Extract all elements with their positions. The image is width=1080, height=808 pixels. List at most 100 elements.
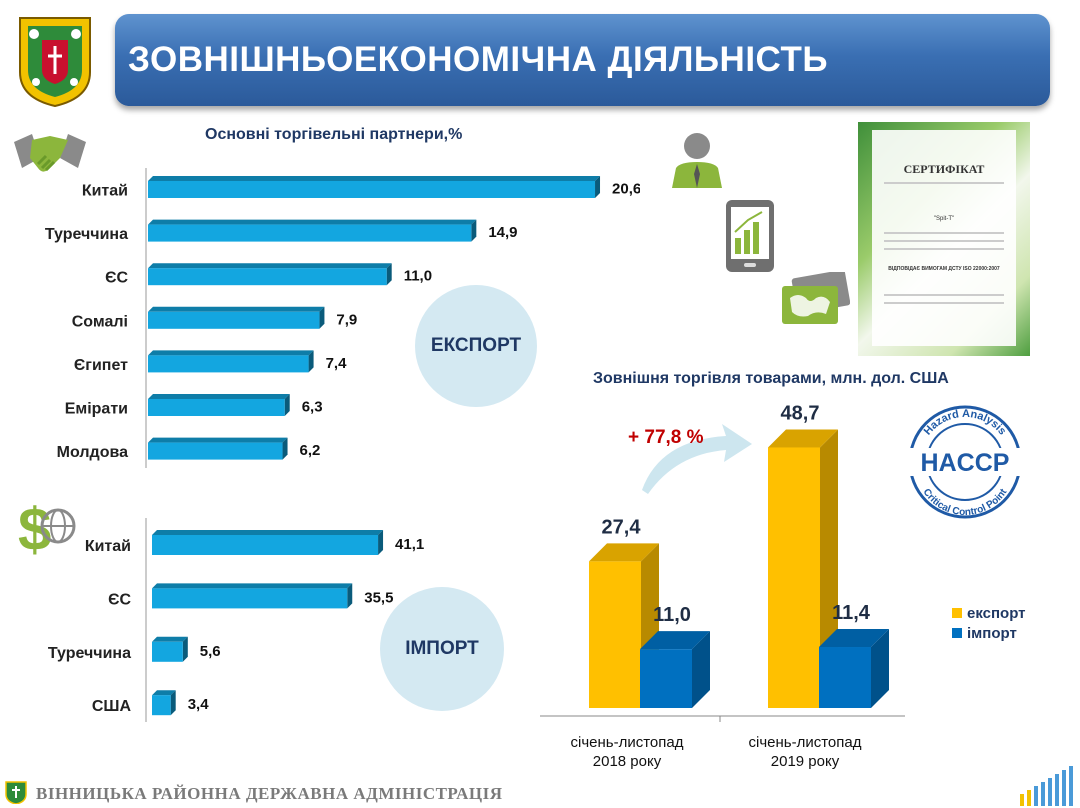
bar	[589, 561, 641, 708]
certificate-standard: ВІДПОВІДАЄ ВИМОГАМ ДСТУ ISO 22000:2007	[888, 266, 1000, 272]
legend-label-export: експорт	[967, 604, 1026, 622]
bar-top	[768, 429, 838, 448]
certificate-image: СЕРТИФІКАТ "Spit-T" ВІДПОВІДАЄ ВИМОГАМ Д…	[858, 122, 1030, 356]
category-label: Молдова	[57, 444, 128, 461]
period-label-2019: січень-листопад 2019 року	[725, 733, 885, 771]
trade-bar-chart: 27,4 48,7 11,0 11,4	[540, 402, 905, 722]
bar-top	[148, 350, 314, 356]
import-badge: ІМПОРТ	[380, 587, 504, 711]
footer-text: ВІННИЦЬКА РАЙОННА ДЕРЖАВНА АДМІНІСТРАЦІЯ	[36, 784, 503, 803]
bar-side	[378, 530, 384, 555]
category-label: ЄС	[105, 270, 128, 287]
category-label: Емірати	[65, 401, 128, 418]
certificate-company: "Spit-T"	[933, 216, 955, 222]
haccp-logo: Hazard Analysis Critical Control Point H…	[906, 405, 1024, 519]
bar	[819, 647, 871, 708]
value-label: 35,5	[364, 589, 393, 606]
bar-top	[152, 583, 353, 589]
period-label-line: січень-листопад	[570, 734, 684, 751]
bar-side	[386, 263, 392, 286]
crest-icon	[19, 17, 91, 108]
bar	[148, 355, 309, 373]
bar	[148, 181, 596, 198]
bar	[640, 649, 692, 708]
certificate-line	[884, 294, 1004, 296]
bar	[152, 641, 183, 662]
period-label-line: січень-листопад	[748, 734, 862, 751]
bar	[152, 535, 379, 555]
category-label: Китай	[85, 538, 131, 555]
value-label: 11,0	[653, 604, 691, 626]
bar	[148, 399, 285, 416]
bar-side	[182, 636, 188, 662]
handshake-icon	[14, 134, 86, 172]
certificate-line	[884, 248, 1004, 250]
dollar-globe-icon: $	[18, 498, 76, 560]
bar-top	[589, 543, 659, 562]
value-label: 3,4	[188, 696, 210, 713]
certificate-line	[884, 302, 1004, 304]
bar	[148, 442, 283, 460]
value-label: 20,6	[612, 181, 640, 198]
bar-top	[152, 530, 384, 535]
bar-top	[148, 176, 601, 181]
bar-top	[148, 219, 477, 225]
bar-side	[595, 176, 601, 198]
legend-item-export: експорт	[952, 603, 1026, 623]
category-label: Єгипет	[74, 357, 128, 374]
bar-top	[148, 437, 288, 443]
bar-side	[282, 437, 288, 460]
category-label: Китай	[82, 183, 128, 200]
legend-swatch-import	[952, 628, 962, 638]
page-title: ЗОВНІШНЬОЕКОНОМІЧНА ДІЯЛЬНІСТЬ	[128, 40, 828, 79]
category-label: США	[92, 698, 132, 715]
bar-top	[152, 690, 176, 696]
bar-side	[471, 219, 477, 242]
period-label-line: 2018 року	[592, 753, 662, 770]
bar	[768, 447, 820, 708]
category-label: Туреччина	[48, 645, 131, 662]
legend-swatch-export	[952, 608, 962, 618]
bar	[148, 268, 387, 286]
bar-side	[284, 394, 290, 416]
value-label: 7,4	[326, 355, 348, 372]
bar-top	[148, 263, 392, 269]
value-label: 5,6	[200, 643, 221, 660]
import-bar-chart: Китай 41,1 ЄС 35,5 Туреччина 5,6 США 3,4	[48, 518, 424, 722]
bar-top	[152, 636, 188, 642]
footer-crest-icon	[5, 781, 27, 804]
title-banner	[115, 14, 1050, 106]
period-label-2018: січень-листопад 2018 року	[547, 733, 707, 771]
bar-side	[319, 306, 325, 329]
bar-side	[347, 583, 353, 609]
certificate-heading: СЕРТИФІКАТ	[903, 162, 985, 176]
value-label: 11,4	[832, 602, 871, 624]
value-label: 7,9	[336, 311, 357, 328]
period-label-line: 2019 року	[770, 753, 840, 770]
bar-side	[871, 629, 889, 708]
bar-top	[640, 631, 710, 650]
tablet-chart-icon	[726, 200, 774, 272]
bar	[148, 224, 472, 242]
bar-side	[692, 631, 710, 708]
card-map-icon	[782, 272, 850, 324]
bar-top	[819, 629, 889, 648]
value-label: 27,4	[602, 516, 642, 538]
value-label: 6,2	[300, 442, 321, 459]
category-label: ЄС	[108, 591, 131, 608]
growth-arrow	[642, 424, 752, 494]
person-icon	[672, 133, 722, 188]
bar-side	[308, 350, 314, 373]
legend-item-import: імпорт	[952, 623, 1026, 643]
category-label: Туреччина	[45, 226, 128, 243]
bar-top	[148, 306, 325, 312]
value-label: 48,7	[781, 402, 820, 424]
certificate-sheet	[872, 130, 1016, 346]
trade-legend: експорт імпорт	[952, 603, 1026, 643]
trade-chart-title: Зовнішня торгівля товарами, млн. дол. СШ…	[593, 370, 949, 387]
value-label: 41,1	[395, 536, 424, 553]
bar-top	[148, 394, 290, 399]
bar-side	[170, 690, 176, 716]
svg-text:$: $	[18, 498, 51, 560]
haccp-label: HACCP	[921, 449, 1010, 477]
